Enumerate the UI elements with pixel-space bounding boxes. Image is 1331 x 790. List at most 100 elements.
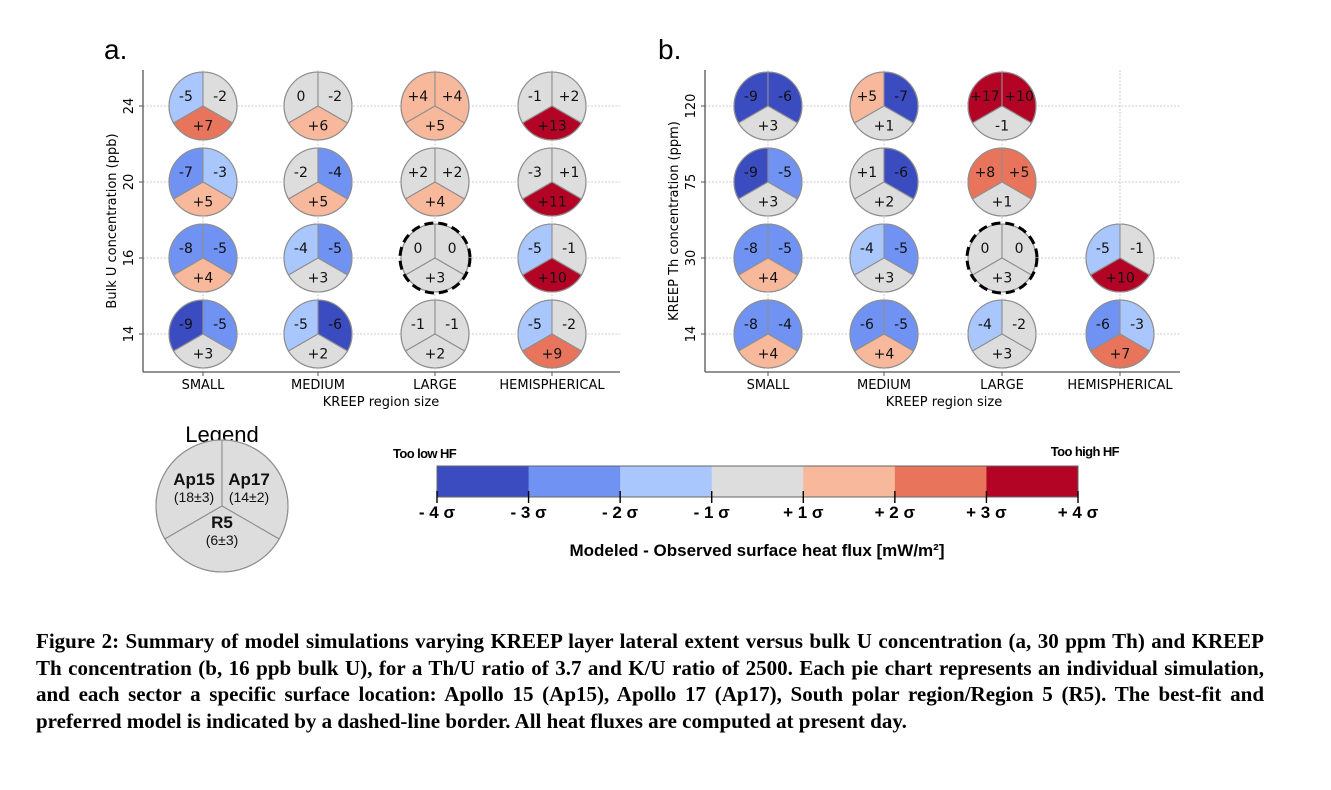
pie-value-label-ap17: 0 [448,241,457,257]
panel-b-axes [704,70,1180,373]
pie-value-label-ap17: -5 [213,241,227,257]
pie-value-label-ap15: +5 [857,89,878,105]
pie-outline [283,299,353,369]
pie-value-label-r5: +5 [425,119,446,135]
pie-value-label-ap17: 0 [1015,241,1024,257]
pie-value-label-ap15: +4 [408,89,429,105]
pie-chart: +2 +2 +4 [400,147,470,217]
pie-value-label-r5: +4 [874,347,895,363]
x-tick-label: MEDIUM [291,378,345,393]
pie-outline [168,299,238,369]
pie-chart: -6 -3 +7 [1085,299,1155,369]
pie-outline [400,299,470,369]
pie-value-label-ap17: +2 [442,165,463,181]
pie-outline [283,71,353,141]
colorbar-tick-label: - 2 σ [602,503,639,522]
colorbar-bin [437,466,530,497]
pie-value-label-ap17: -5 [894,317,908,333]
pie-value-label-ap15: -3 [528,165,542,181]
legend-site-ap17: Ap17 [228,470,270,489]
pie-outline [1085,223,1155,293]
pie-outline [517,223,587,293]
pie-outline [849,223,919,293]
y-tick-label: 120 [684,94,699,119]
x-tick-label: LARGE [980,378,1024,393]
pie-value-label-r5: +3 [758,195,779,211]
colorbar-high-label: Too high HF [1051,444,1120,459]
pie-value-label-r5: +2 [425,347,446,363]
pie-value-label-ap15: +8 [975,165,996,181]
pie-value-label-r5: +3 [992,271,1013,287]
pie-value-label-r5: +3 [874,271,895,287]
pie-value-label-r5: +10 [1105,271,1135,287]
pie-value-label-ap15: -8 [179,241,193,257]
pie-outline [168,71,238,141]
legend-observed-ap17: (14±2) [229,489,269,505]
colorbar-bin [711,466,804,497]
pie-chart: -6 -5 +4 [849,299,919,369]
pie-value-label-ap17: -2 [328,89,342,105]
pie-value-label-r5: +5 [308,195,329,211]
legend-site-r5: R5 [211,513,233,532]
pie-value-label-r5: +7 [1110,347,1131,363]
y-tick-label: 75 [684,174,699,191]
pie-chart: 0 0+3 [965,221,1039,295]
pie-value-label-ap15: -9 [744,165,758,181]
colorbar-bins [436,465,1079,498]
pie-value-label-ap15: -5 [179,89,193,105]
pie-chart: -5 -1 +10 [1085,223,1155,293]
pie-value-label-ap17: -5 [894,241,908,257]
pie-chart: -4 -5 +3 [849,223,919,293]
colorbar-bin [528,466,621,497]
panel-a-axes [142,70,620,373]
y-tick-label: 14 [122,326,137,343]
pie-outline [283,223,353,293]
pie-outline [849,299,919,369]
pie-value-label-r5: +13 [537,119,567,135]
pie-value-label-r5: +3 [308,271,329,287]
panel-a-y-axis-title: Bulk U concentration (ppb) [105,133,120,308]
pie-outline [168,223,238,293]
pie-value-label-r5: +3 [193,347,214,363]
pie-value-label-ap17: -3 [1130,317,1144,333]
y-tick-label: 14 [684,326,699,343]
pie-value-label-r5: +4 [425,195,446,211]
y-tick-label: 16 [122,250,137,267]
panel-a-y-ticks: 24 20 16 14 [122,98,143,343]
pie-outline [967,299,1037,369]
colorbar-bin [894,466,987,497]
pie-value-label-ap17: -2 [213,89,227,105]
pie-outline [967,71,1037,141]
figure: a. -5 -2+70 -2+6+4 +4+5-1 +2+13-7 -3+5-2 -4+5+… [104,34,1180,573]
pie-outline [1085,299,1155,369]
pie-chart: +4 +4 +5 [400,71,470,141]
panel-b-pies: -9 -6+3+5 -7+1+17 +10-1-9 -5+3+1 -6+2+8 +5+1-8… [733,71,1155,369]
colorbar-tick-label: + 1 σ [783,503,824,522]
pie-chart: -1 -1+2 [400,299,470,369]
pie-value-label-ap15: -7 [179,165,193,181]
pie-outline [400,147,470,217]
pie-outline [517,147,587,217]
pie-chart: -5 -1 +10 [517,223,587,293]
x-tick-label: LARGE [413,378,457,393]
y-tick-label: 20 [122,174,137,191]
pie-value-label-r5: +9 [542,347,563,363]
colorbar-title: Modeled - Observed surface heat flux [mW… [569,541,944,560]
pie-outline [283,147,353,217]
pie-outline [168,147,238,217]
colorbar-frame [436,465,1079,498]
pie-chart: 0 -2 +6 [283,71,353,141]
pie-chart: -8 -5 +4 [733,223,803,293]
panel-b-y-axis-title: KREEP Th concentration (ppm) [667,121,682,321]
pie-value-label-ap17: +2 [559,89,580,105]
pie-value-label-ap17: -1 [1130,241,1144,257]
colorbar-tick-label: + 2 σ [875,503,916,522]
pie-outline [400,71,470,141]
pie-outline [733,299,803,369]
pie-chart: -5 -6 +2 [283,299,353,369]
pie-value-label-r5: +11 [537,195,567,211]
pie-outline [849,147,919,217]
best-fit-dashed-border [398,221,472,295]
pie-value-label-ap15: -6 [860,317,874,333]
panel-b-label: b. [658,34,681,65]
